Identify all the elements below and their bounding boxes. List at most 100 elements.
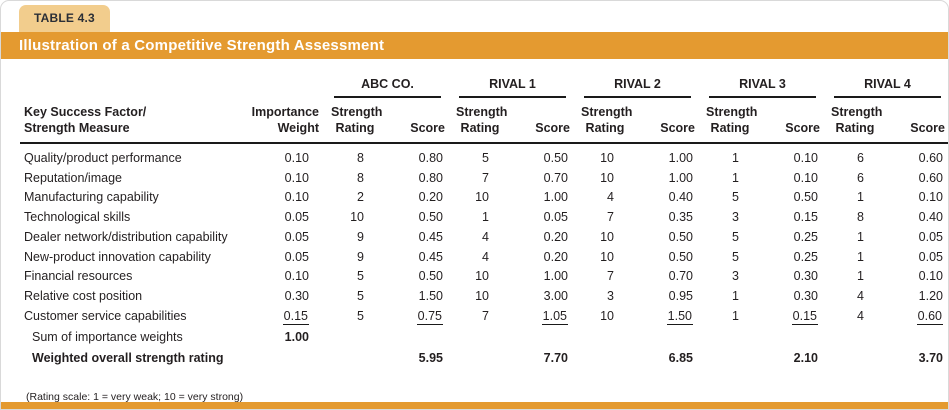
factor-cell: Financial resources (24, 269, 133, 284)
score-cell: 0.50 (418, 269, 443, 284)
score-cell: 0.45 (418, 249, 443, 264)
company-label: RIVAL 2 (584, 77, 691, 99)
score-cell: 0.50 (418, 210, 443, 224)
score-cell: 0.50 (668, 229, 693, 244)
rating-cell: 3 (732, 210, 739, 224)
rating-cell: 4 (857, 308, 864, 323)
competitive-strength-table: ABC CO. RIVAL 1 RIVAL 2 RIVAL 3 RIVAL 4 … (20, 75, 948, 369)
rating-cell: 1 (857, 229, 864, 244)
score-cell: 0.15 (791, 308, 818, 325)
score-cell: 0.95 (668, 289, 693, 303)
factor-cell: New-product innovation capability (24, 249, 211, 264)
rating-cell: 5 (357, 269, 364, 284)
weight-column-header: Importance Weight (245, 98, 325, 144)
score-cell: 0.50 (793, 190, 818, 205)
score-cell: 0.60 (918, 150, 943, 165)
score-cell: 0.45 (418, 229, 443, 244)
rating-column-header: Strength Rating (825, 98, 885, 144)
rating-cell: 8 (357, 150, 364, 165)
score-cell: 3.00 (543, 289, 568, 303)
rating-cell: 7 (607, 269, 614, 284)
company-header: RIVAL 2 (575, 75, 700, 99)
weight-cell: 0.10 (284, 150, 309, 165)
score-cell: 1.20 (918, 289, 943, 303)
table-row: Customer service capabilities 0.15 5 0.7… (20, 307, 948, 327)
weight-cell: 0.10 (284, 190, 309, 205)
table-row: Technological skills 0.05 10 0.50 1 0.05… (20, 208, 948, 228)
total-score-cell: 6.85 (668, 351, 693, 366)
score-column-header: Score (760, 98, 825, 144)
factor-column-header: Key Success Factor/Strength Measure (20, 98, 245, 144)
score-cell: 1.05 (541, 308, 568, 325)
score-cell: 1.00 (543, 190, 568, 205)
total-score-cell: 7.70 (543, 351, 568, 366)
score-cell: 0.50 (543, 150, 568, 165)
score-cell: 0.75 (416, 308, 443, 325)
company-label: RIVAL 3 (709, 77, 816, 99)
factor-cell: Dealer network/distribution capability (24, 229, 228, 244)
score-cell: 1.00 (543, 269, 568, 284)
rating-cell: 1 (732, 289, 739, 303)
rating-cell: 7 (482, 308, 489, 323)
table-content: ABC CO. RIVAL 1 RIVAL 2 RIVAL 3 RIVAL 4 … (1, 59, 948, 403)
score-cell: 0.30 (793, 289, 818, 303)
rating-cell: 4 (482, 229, 489, 244)
table-row: Reputation/image 0.10 8 0.80 7 0.70 10 1… (20, 169, 948, 189)
score-cell: 0.60 (918, 170, 943, 185)
rating-cell: 10 (475, 269, 489, 284)
rating-cell: 1 (857, 190, 864, 205)
rating-cell: 10 (600, 249, 614, 264)
weight-cell: 0.10 (284, 269, 309, 284)
rating-column-header: Strength Rating (325, 98, 385, 144)
rating-scale-footnote: (Rating scale: 1 = very weak; 10 = very … (26, 391, 244, 403)
column-header-row: Key Success Factor/Strength Measure Impo… (20, 98, 948, 144)
score-cell: 0.10 (793, 170, 818, 185)
company-header-row: ABC CO. RIVAL 1 RIVAL 2 RIVAL 3 RIVAL 4 (20, 75, 948, 99)
factor-cell: Quality/product performance (24, 150, 182, 165)
score-column-header: Score (510, 98, 575, 144)
company-label: RIVAL 1 (459, 77, 566, 99)
company-label: ABC CO. (334, 77, 441, 99)
rating-cell: 5 (732, 229, 739, 244)
score-cell: 0.25 (793, 229, 818, 244)
score-cell: 0.20 (543, 229, 568, 244)
rating-cell: 1 (857, 249, 864, 264)
table-title-banner: Illustration of a Competitive Strength A… (1, 32, 948, 59)
rating-cell: 5 (732, 249, 739, 264)
score-cell: 0.40 (668, 190, 693, 205)
rating-cell: 3 (732, 269, 739, 284)
score-column-header: Score (885, 98, 948, 144)
total-score-cell: 2.10 (793, 351, 818, 366)
rating-cell: 10 (600, 150, 614, 165)
score-cell: 1.00 (668, 150, 693, 165)
rating-cell: 5 (732, 190, 739, 205)
score-cell: 1.50 (418, 289, 443, 303)
factor-cell: Manufacturing capability (24, 190, 159, 205)
company-header: RIVAL 3 (700, 75, 825, 99)
weight-cell: 0.05 (284, 210, 309, 224)
rating-cell: 1 (857, 269, 864, 284)
rating-cell: 1 (732, 170, 739, 185)
rating-cell: 7 (607, 210, 614, 224)
rating-cell: 8 (357, 170, 364, 185)
score-cell: 0.15 (793, 210, 818, 224)
score-cell: 0.20 (543, 249, 568, 264)
score-cell: 0.80 (418, 150, 443, 165)
rating-cell: 1 (732, 150, 739, 165)
score-cell: 0.50 (668, 249, 693, 264)
score-cell: 0.25 (793, 249, 818, 264)
weighted-total-row: Weighted overall strength rating 5.95 7.… (20, 347, 948, 369)
score-cell: 0.35 (668, 210, 693, 224)
company-header: ABC CO. (325, 75, 450, 99)
table-row: Quality/product performance 0.10 8 0.80 … (20, 143, 948, 169)
score-cell: 0.10 (918, 190, 943, 205)
rating-cell: 6 (857, 150, 864, 165)
table-row: Relative cost position 0.30 5 1.50 10 3.… (20, 287, 948, 307)
score-column-header: Score (635, 98, 700, 144)
weight-cell: 0.15 (282, 308, 309, 325)
rating-cell: 10 (600, 229, 614, 244)
score-cell: 1.50 (666, 308, 693, 325)
table-row: Financial resources 0.10 5 0.50 10 1.00 … (20, 267, 948, 287)
rating-cell: 3 (607, 289, 614, 303)
